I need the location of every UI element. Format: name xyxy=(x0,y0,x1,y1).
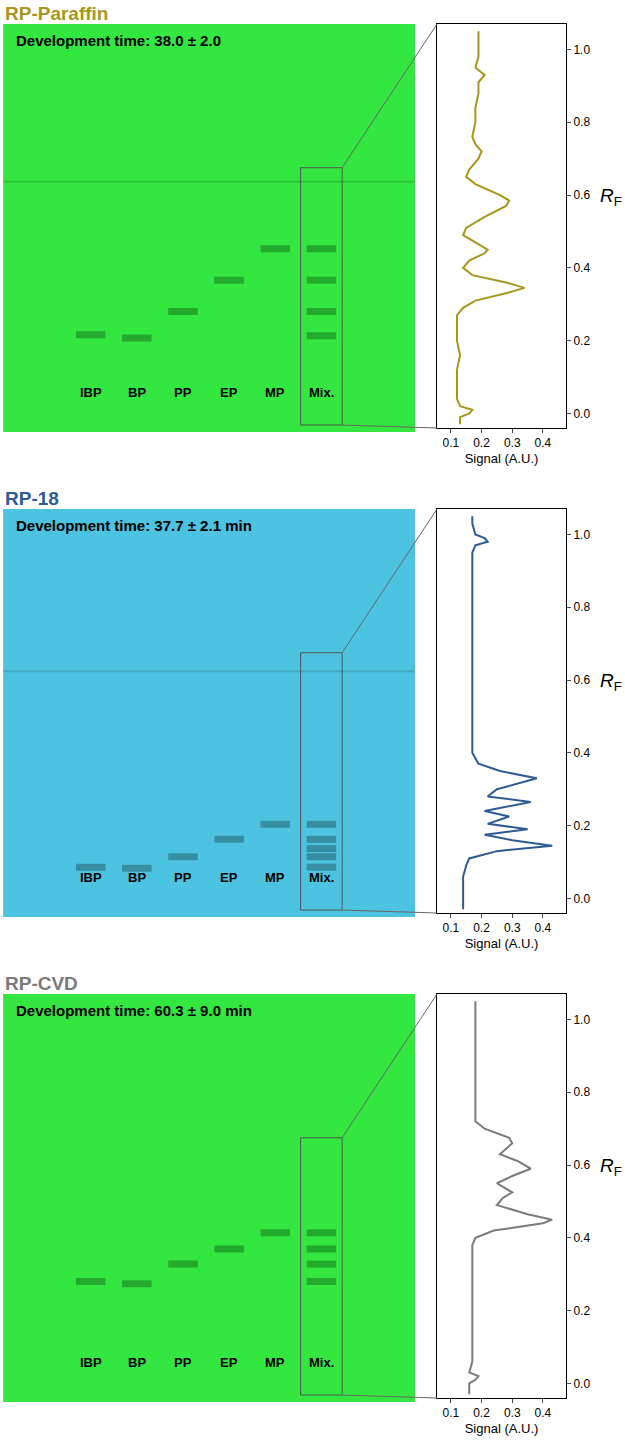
svg-text:0.4: 0.4 xyxy=(535,921,552,935)
svg-text:0.6: 0.6 xyxy=(573,188,590,202)
svg-text:EP: EP xyxy=(220,870,238,885)
svg-text:0.3: 0.3 xyxy=(504,921,521,935)
svg-text:MP: MP xyxy=(265,870,285,885)
svg-text:0.2: 0.2 xyxy=(473,921,490,935)
svg-text:Mix.: Mix. xyxy=(309,385,334,400)
svg-text:0.3: 0.3 xyxy=(504,436,521,450)
svg-text:0.2: 0.2 xyxy=(573,1304,590,1318)
svg-text:MP: MP xyxy=(265,1355,285,1370)
svg-text:R​F​: R​F​ xyxy=(600,185,622,209)
svg-text:1.0: 1.0 xyxy=(573,43,590,57)
svg-text:EP: EP xyxy=(220,1355,238,1370)
svg-text:0.4: 0.4 xyxy=(573,1231,590,1245)
svg-text:0.0: 0.0 xyxy=(573,407,590,421)
svg-text:Development time: 38.0 ± 2.0: Development time: 38.0 ± 2.0 xyxy=(16,32,221,49)
svg-text:0.8: 0.8 xyxy=(573,1085,590,1099)
svg-text:IBP: IBP xyxy=(80,385,102,400)
svg-text:Signal (A.U.): Signal (A.U.) xyxy=(465,936,539,951)
svg-text:0.4: 0.4 xyxy=(573,746,590,760)
svg-text:R​F​: R​F​ xyxy=(600,670,622,694)
svg-text:Mix.: Mix. xyxy=(309,1355,334,1370)
svg-text:BP: BP xyxy=(128,1355,146,1370)
svg-text:0.2: 0.2 xyxy=(473,1406,490,1420)
svg-text:PP: PP xyxy=(174,1355,192,1370)
svg-text:0.4: 0.4 xyxy=(535,436,552,450)
svg-text:RP-CVD: RP-CVD xyxy=(5,973,78,994)
svg-text:Development time: 37.7 ± 2.1 m: Development time: 37.7 ± 2.1 min xyxy=(16,517,252,534)
svg-text:Signal (A.U.): Signal (A.U.) xyxy=(465,451,539,466)
svg-text:RP-18: RP-18 xyxy=(5,488,59,509)
svg-text:0.4: 0.4 xyxy=(535,1406,552,1420)
svg-text:0.6: 0.6 xyxy=(573,673,590,687)
svg-text:1.0: 1.0 xyxy=(573,1013,590,1027)
svg-text:1.0: 1.0 xyxy=(573,528,590,542)
svg-text:0.2: 0.2 xyxy=(573,334,590,348)
svg-text:0.3: 0.3 xyxy=(504,1406,521,1420)
svg-text:0.8: 0.8 xyxy=(573,115,590,129)
svg-text:0.0: 0.0 xyxy=(573,892,590,906)
svg-text:Signal (A.U.): Signal (A.U.) xyxy=(465,1421,539,1436)
svg-text:0.1: 0.1 xyxy=(442,436,459,450)
svg-text:PP: PP xyxy=(174,385,192,400)
svg-text:0.0: 0.0 xyxy=(573,1377,590,1391)
svg-text:0.1: 0.1 xyxy=(442,921,459,935)
svg-text:0.4: 0.4 xyxy=(573,261,590,275)
svg-text:PP: PP xyxy=(174,870,192,885)
svg-text:0.2: 0.2 xyxy=(473,436,490,450)
svg-text:0.6: 0.6 xyxy=(573,1158,590,1172)
svg-text:IBP: IBP xyxy=(80,870,102,885)
svg-text:RP-Paraffin: RP-Paraffin xyxy=(5,3,108,24)
svg-text:0.1: 0.1 xyxy=(442,1406,459,1420)
svg-text:BP: BP xyxy=(128,385,146,400)
svg-text:Mix.: Mix. xyxy=(309,870,334,885)
svg-text:BP: BP xyxy=(128,870,146,885)
svg-text:Development time: 60.3 ± 9.0 m: Development time: 60.3 ± 9.0 min xyxy=(16,1002,252,1019)
svg-text:EP: EP xyxy=(220,385,238,400)
svg-text:MP: MP xyxy=(265,385,285,400)
svg-text:R​F​: R​F​ xyxy=(600,1155,622,1179)
svg-text:0.2: 0.2 xyxy=(573,819,590,833)
svg-text:0.8: 0.8 xyxy=(573,600,590,614)
svg-text:IBP: IBP xyxy=(80,1355,102,1370)
